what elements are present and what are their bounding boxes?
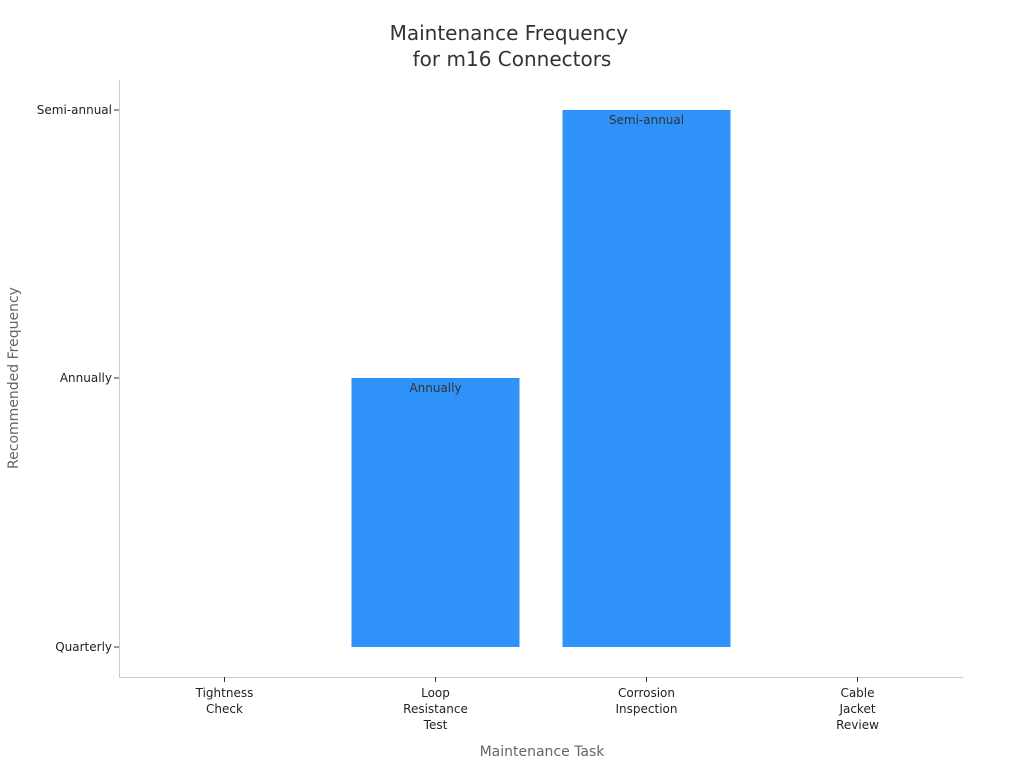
x-tick-label-line: Inspection (616, 702, 678, 716)
y-ticks-group: Quarterly Annually Semi-annual (37, 103, 119, 654)
x-tick-label-3: Cable Jacket Review (836, 686, 879, 732)
chart-title-line-2: for m16 Connectors (413, 47, 612, 71)
x-tick-label-line: Cable (840, 686, 874, 700)
x-tick-label-line: Loop (421, 686, 450, 700)
bar-label-2: Semi-annual (609, 113, 684, 127)
x-tick-label-line: Review (836, 718, 879, 732)
x-tick-label-0: Tightness Check (195, 686, 254, 716)
x-tick-label-line: Jacket (838, 702, 875, 716)
x-tick-label-line: Resistance (403, 702, 468, 716)
chart-title-line-1: Maintenance Frequency (390, 21, 629, 45)
bars-group (351, 110, 731, 647)
x-tick-label-2: Corrosion Inspection (616, 686, 678, 716)
x-tick-label-1: Loop Resistance Test (403, 686, 468, 732)
x-tick-label-line: Tightness (195, 686, 254, 700)
x-tick-label-line: Corrosion (618, 686, 675, 700)
x-tick-label-line: Test (423, 718, 448, 732)
bar-label-1: Annually (409, 381, 461, 395)
y-tick-label-0: Quarterly (55, 640, 112, 654)
y-tick-label-2: Semi-annual (37, 103, 112, 117)
chart-title: Maintenance Frequency for m16 Connectors (390, 21, 635, 71)
x-ticks-group: Tightness Check Loop Resistance Test Corrosio… (195, 677, 879, 732)
bar-labels-group: Annually Semi-annual (409, 113, 684, 395)
y-axis-label: Recommended Frequency (6, 287, 22, 469)
bar-1 (351, 378, 520, 647)
x-tick-label-line: Check (206, 702, 243, 716)
x-axis-label: Maintenance Task (480, 744, 606, 760)
bar-2 (562, 110, 731, 647)
y-tick-label-1: Annually (60, 371, 112, 385)
